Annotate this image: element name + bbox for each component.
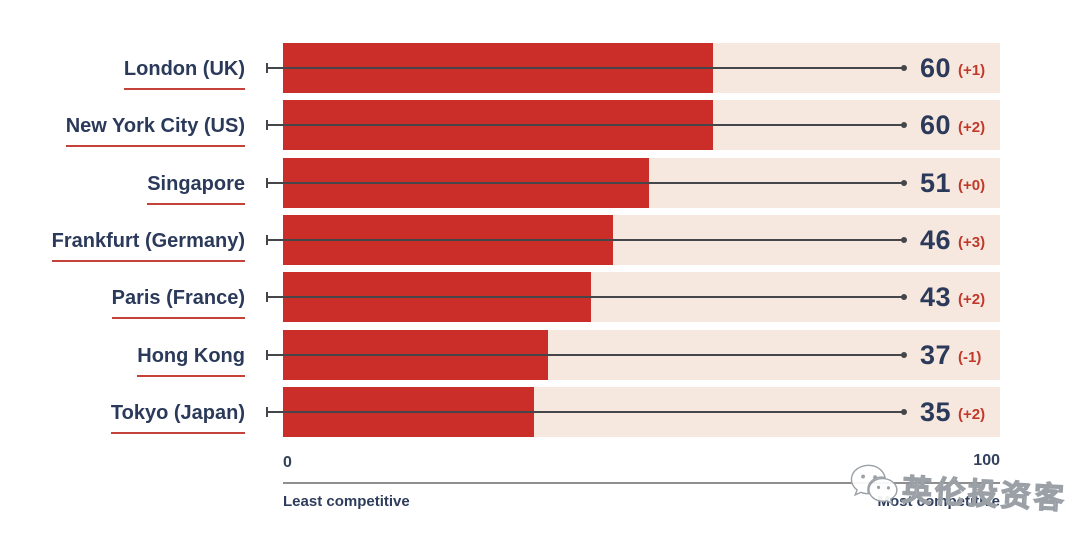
axis-caption-most: Most competitive: [877, 493, 1000, 510]
connector-line: [266, 235, 907, 245]
category-label: Paris (France): [111, 287, 245, 319]
category-label: Tokyo (Japan): [110, 402, 245, 434]
score-value: 35: [920, 396, 952, 427]
axis-line: [283, 482, 1000, 484]
category-label-wrap: Tokyo (Japan): [0, 387, 245, 437]
category-label: London (UK): [123, 58, 245, 90]
watermark-text: 英伦投资客: [900, 474, 1068, 517]
connector-line: [266, 292, 907, 302]
category-label-wrap: New York City (US): [0, 100, 245, 150]
score-value: 51: [920, 167, 952, 198]
score-change: (+2): [958, 290, 986, 308]
score-value: 60: [920, 109, 952, 140]
category-label-wrap: Frankfurt (Germany): [0, 215, 245, 265]
value-group: 51 (+0): [920, 158, 985, 208]
bar-row: London (UK) 60 (+1): [0, 43, 1080, 93]
score-change: (-1): [958, 348, 982, 366]
score-change: (+0): [958, 176, 986, 194]
score-value: 46: [920, 224, 952, 255]
value-group: 46 (+3): [920, 215, 985, 265]
bar-row: Hong Kong 37 (-1): [0, 330, 1080, 380]
bar-row: Singapore 51 (+0): [0, 158, 1080, 208]
value-group: 43 (+2): [920, 272, 985, 322]
connector-line: [266, 120, 907, 130]
category-label-wrap: Singapore: [0, 158, 245, 208]
category-label-wrap: Paris (France): [0, 272, 245, 322]
bar-row: Tokyo (Japan) 35 (+2): [0, 387, 1080, 437]
category-label-wrap: London (UK): [0, 43, 245, 93]
category-label: Hong Kong: [137, 345, 245, 377]
watermark: 英伦投资客: [847, 460, 1068, 519]
bar-row: New York City (US) 60 (+2): [0, 100, 1080, 150]
score-value: 60: [920, 52, 952, 83]
axis-tick-max: 100: [973, 452, 1000, 469]
category-label: New York City (US): [65, 115, 245, 147]
axis-tick-min: 0: [283, 454, 292, 471]
score-change: (+3): [958, 233, 986, 251]
category-label-wrap: Hong Kong: [0, 330, 245, 380]
score-value: 37: [920, 339, 952, 370]
score-change: (+2): [958, 405, 986, 423]
bar-row: Frankfurt (Germany) 46 (+3): [0, 215, 1080, 265]
value-group: 60 (+1): [920, 43, 985, 93]
score-change: (+1): [958, 61, 986, 79]
value-group: 37 (-1): [920, 330, 981, 380]
category-label: Frankfurt (Germany): [51, 230, 245, 262]
category-label: Singapore: [147, 173, 245, 205]
wechat-icon: [850, 464, 898, 505]
axis-caption-least: Least competitive: [283, 493, 410, 510]
value-group: 60 (+2): [920, 100, 985, 150]
connector-line: [266, 63, 907, 73]
score-change: (+2): [958, 118, 986, 136]
connector-line: [266, 178, 907, 188]
bar-row: Paris (France) 43 (+2): [0, 272, 1080, 322]
score-value: 43: [920, 281, 952, 312]
connector-line: [266, 350, 907, 360]
connector-line: [266, 407, 907, 417]
value-group: 35 (+2): [920, 387, 985, 437]
